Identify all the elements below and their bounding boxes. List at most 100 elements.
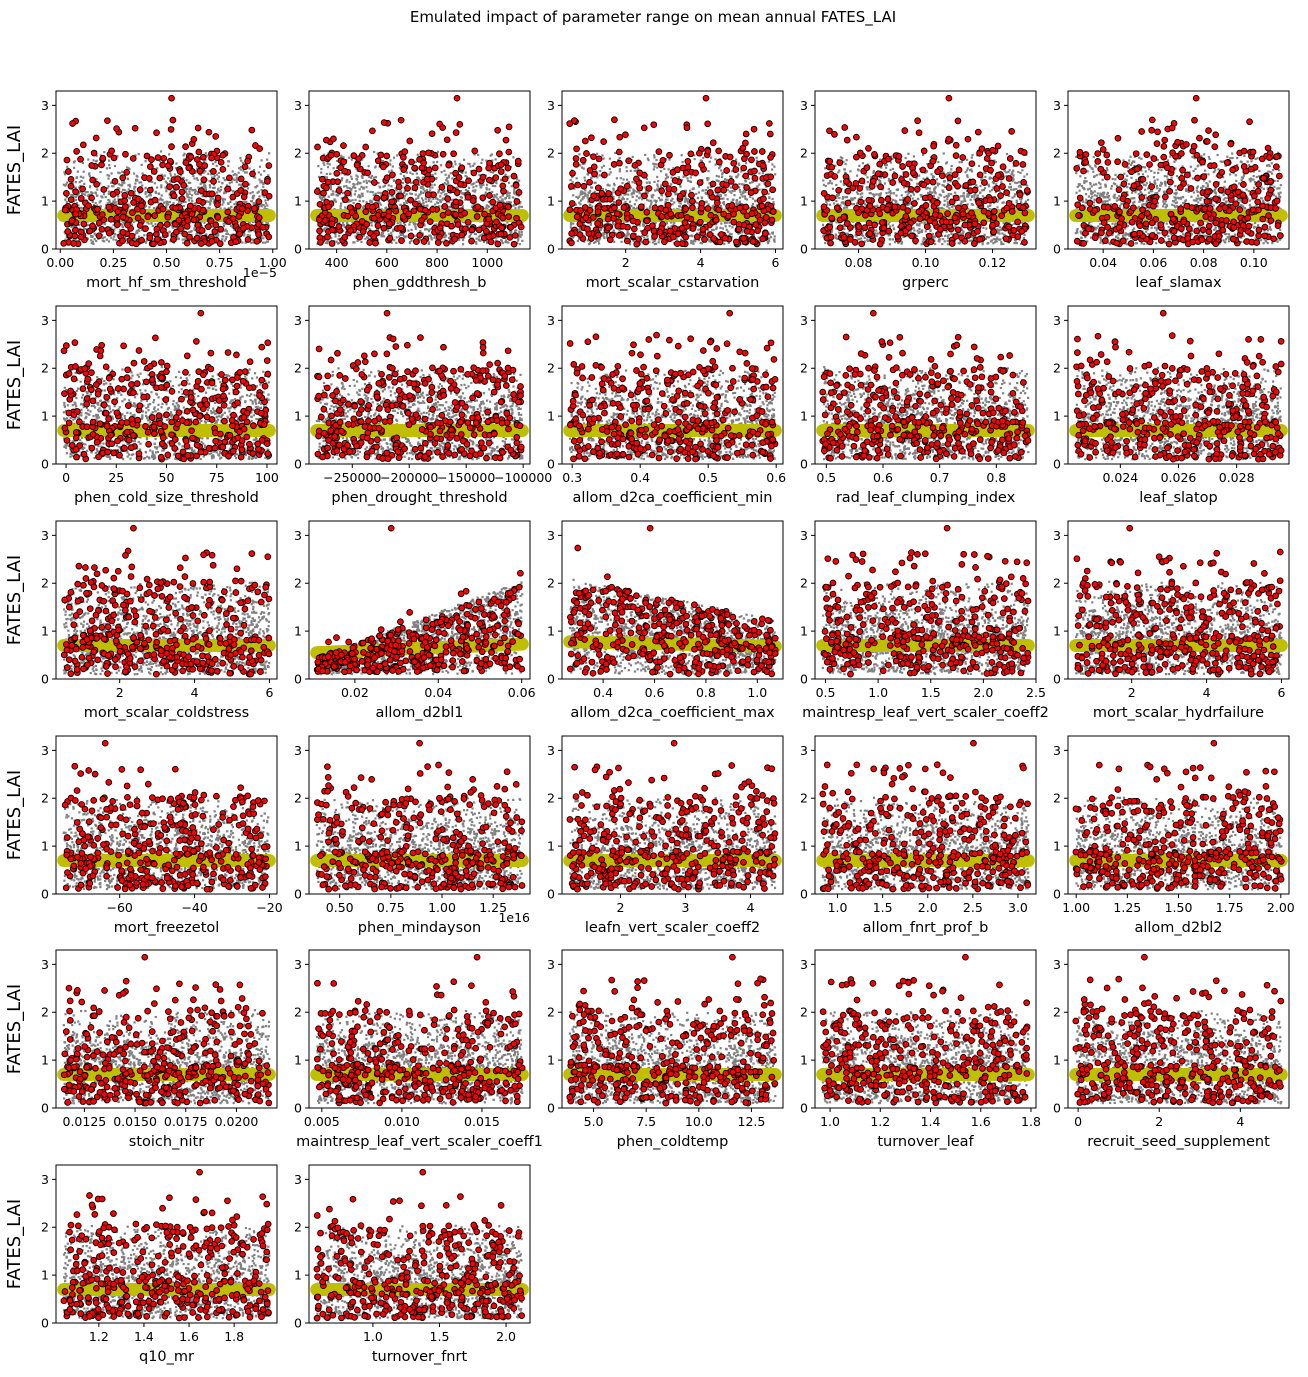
emulator-point [252, 197, 255, 200]
emulator-point [332, 167, 335, 170]
emulator-point [680, 154, 683, 157]
emulator-point [215, 235, 218, 238]
emulator-point [515, 193, 518, 196]
emulator-point [74, 198, 78, 202]
emulator-point [253, 168, 256, 172]
emulator-point [684, 191, 688, 194]
emulator-point [258, 178, 261, 181]
emulator-point [647, 199, 650, 202]
emulator-point [628, 242, 632, 245]
ensemble-point [255, 198, 263, 205]
emulator-point [165, 187, 168, 191]
ensemble-point [410, 207, 418, 215]
emulator-point [181, 238, 184, 241]
emulator-point [722, 200, 725, 204]
emulator-point [408, 223, 411, 226]
emulator-point [569, 222, 573, 225]
emulator-point [372, 176, 376, 179]
emulator-point [116, 233, 119, 237]
emulator-point [700, 235, 703, 238]
ensemble-point [485, 215, 492, 223]
emulator-point [222, 224, 226, 228]
emulator-point [250, 241, 253, 244]
emulator-point [408, 241, 412, 245]
emulator-point [735, 158, 738, 161]
emulator-point [589, 189, 592, 193]
emulator-point [263, 205, 267, 208]
emulator-point [485, 188, 488, 191]
emulator-point [642, 224, 646, 227]
emulator-point [621, 181, 624, 185]
emulator-point [426, 204, 429, 207]
emulator-point [329, 172, 332, 175]
emulator-point [399, 172, 402, 175]
emulator-point [744, 162, 748, 165]
emulator-point [116, 155, 119, 158]
emulator-point [361, 158, 364, 161]
emulator-point [192, 203, 195, 206]
ensemble-point [369, 203, 376, 211]
emulator-point [188, 192, 191, 195]
ensemble-point [244, 157, 251, 165]
emulator-point [233, 202, 236, 206]
emulator-point [730, 233, 733, 236]
emulator-point [226, 202, 230, 205]
emulator-point [180, 202, 183, 205]
ensemble-point [499, 214, 507, 222]
emulator-point [436, 201, 440, 205]
ensemble-point [455, 174, 463, 181]
emulator-point [352, 182, 355, 186]
emulator-point [202, 160, 206, 164]
emulator-point [602, 164, 606, 167]
emulator-point [211, 225, 214, 228]
emulator-point [650, 201, 653, 204]
emulator-point [110, 236, 113, 239]
emulator-point [134, 182, 137, 185]
emulator-point [461, 180, 464, 183]
emulator-point [692, 242, 695, 245]
emulator-point [419, 238, 422, 242]
emulator-point [211, 162, 215, 165]
emulator-point [427, 241, 431, 244]
ensemble-point [400, 166, 408, 173]
emulator-point [162, 177, 166, 180]
emulator-point [673, 221, 676, 224]
ensemble-point [439, 211, 447, 219]
ensemble-point [265, 233, 273, 241]
emulator-point [609, 171, 612, 174]
emulator-point [738, 186, 741, 189]
emulator-point [653, 242, 656, 246]
ensemble-point [420, 159, 427, 167]
emulator-point [715, 179, 718, 182]
emulator-point [352, 185, 355, 188]
emulator-point [714, 163, 717, 166]
emulator-point [223, 190, 226, 193]
emulator-point [680, 238, 683, 241]
emulator-point [352, 201, 355, 205]
emulator-point [714, 158, 717, 161]
emulator-point [475, 180, 478, 183]
emulator-point [185, 179, 188, 182]
ensemble-point [236, 230, 243, 238]
emulator-point [730, 175, 733, 179]
emulator-point [440, 207, 443, 211]
ensemble-point [479, 194, 487, 202]
ensemble-point [111, 177, 119, 185]
ensemble-point [487, 238, 495, 246]
emulator-point [381, 159, 385, 163]
emulator-point [605, 232, 608, 236]
x-axis-label: phen_gddthresh_b [352, 275, 486, 291]
emulator-point [143, 234, 146, 237]
emulator-point [625, 166, 628, 169]
emulator-point [697, 239, 701, 242]
ensemble-point [98, 225, 106, 233]
ensemble-point [134, 214, 142, 222]
emulator-point [73, 166, 76, 169]
ensemble-point [146, 234, 154, 242]
ensemble-point [458, 231, 466, 239]
emulator-point [584, 194, 587, 197]
emulator-point [445, 183, 448, 186]
emulator-point [697, 228, 700, 231]
emulator-point [420, 185, 423, 188]
emulator-point [738, 182, 741, 186]
